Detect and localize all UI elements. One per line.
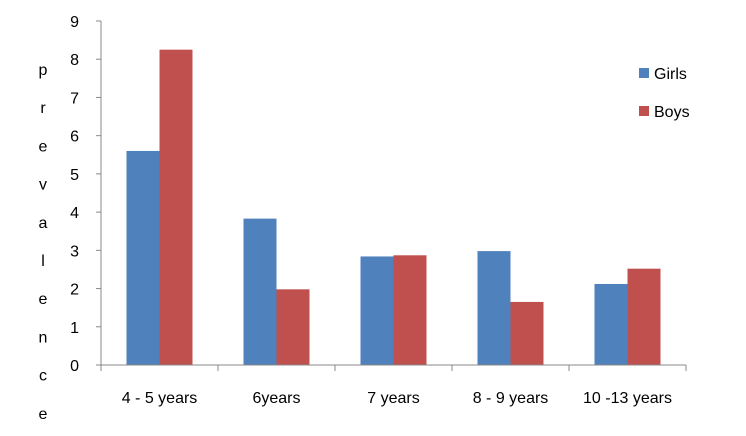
legend-swatch-boys — [639, 106, 649, 116]
y-tick-label: 6 — [70, 129, 79, 146]
y-axis-label-letter: e — [39, 291, 48, 308]
y-tick-label: 0 — [70, 358, 79, 375]
y-axis-label-letter: c — [39, 368, 47, 385]
bar-girls-4 — [594, 283, 628, 365]
bar-girls-0 — [126, 150, 160, 365]
bar-boys-0 — [159, 49, 193, 366]
bar-girls-2 — [360, 256, 394, 365]
y-tick-label: 8 — [70, 52, 79, 69]
y-tick-label: 1 — [70, 320, 79, 337]
x-tick-label: 4 - 5 years — [122, 390, 198, 407]
y-axis-label-letter: n — [39, 329, 48, 346]
y-axis-label-letter: e — [39, 406, 48, 423]
y-tick-label: 9 — [70, 14, 79, 31]
bar-girls-1 — [243, 218, 277, 365]
x-tick-label: 6years — [252, 390, 300, 407]
y-tick-label: 2 — [70, 282, 79, 299]
bar-boys-4 — [627, 268, 661, 365]
y-tick-label: 7 — [70, 90, 79, 107]
x-tick-label: 8 - 9 years — [473, 390, 549, 407]
legend: Girls Boys — [639, 66, 690, 121]
legend-label-boys: Boys — [654, 104, 690, 121]
x-tick-label: 10 -13 years — [583, 390, 672, 407]
y-axis-label-letter: v — [39, 177, 47, 194]
legend-label-girls: Girls — [654, 66, 687, 83]
y-tick-label: 3 — [70, 243, 79, 260]
bar-boys-2 — [393, 255, 427, 365]
y-tick-label: 5 — [70, 167, 79, 184]
x-tick-label: 7 years — [367, 390, 419, 407]
y-axis-label-letter: l — [41, 253, 45, 270]
y-axis-label-letter: e — [39, 138, 48, 155]
bar-boys-3 — [510, 301, 544, 365]
y-axis-label-letter: a — [39, 215, 48, 232]
y-axis-label: p r e v a l e n c e — [39, 62, 48, 423]
legend-swatch-girls — [639, 68, 649, 78]
y-tick-label: 4 — [70, 205, 79, 222]
bars — [126, 49, 661, 366]
x-axis-ticks: 4 - 5 years 6years 7 years 8 - 9 years 10 -1… — [100, 365, 687, 407]
y-axis-ticks: 0 1 2 3 4 5 6 7 8 9 — [70, 14, 101, 375]
y-axis-label-letter: p — [39, 62, 48, 79]
bar-girls-3 — [477, 251, 511, 365]
y-axis-label-letter: r — [40, 100, 46, 117]
bar-boys-1 — [276, 289, 310, 365]
